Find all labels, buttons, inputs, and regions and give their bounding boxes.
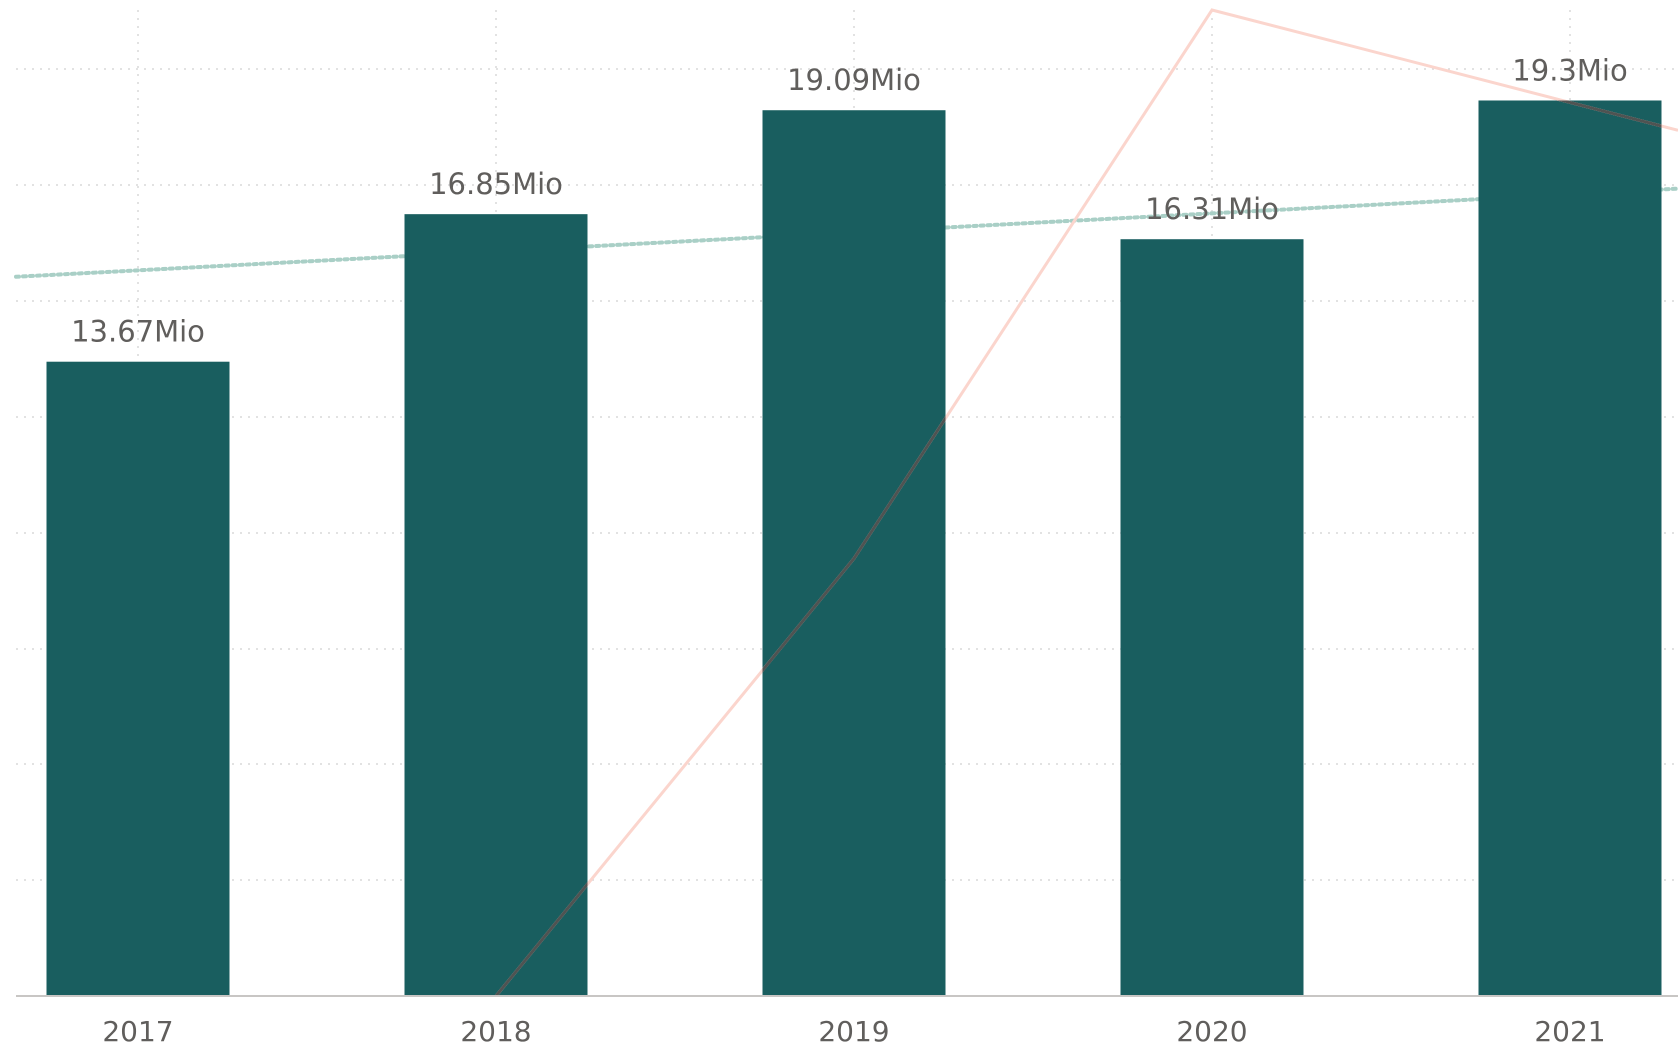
bar[interactable] (762, 110, 946, 996)
x-tick-label: 2019 (818, 1015, 889, 1047)
bar[interactable] (404, 214, 588, 996)
overlay-line-layer (494, 8, 1678, 997)
x-axis-ticks: 2017 2018 2019 2020 2021 (102, 1015, 1605, 1047)
x-tick-label: 2017 (102, 1015, 173, 1047)
x-tick-label: 2021 (1534, 1015, 1605, 1047)
data-label: 16.31Mio (1145, 192, 1279, 226)
bars (46, 100, 1662, 997)
data-label: 19.09Mio (787, 63, 921, 97)
data-labels: 13.67Mio 16.85Mio 19.09Mio 16.31Mio 19.3Mio (71, 53, 1628, 348)
data-label: 16.85Mio (429, 167, 563, 201)
x-tick-label: 2020 (1176, 1015, 1247, 1047)
x-tick-label: 2018 (460, 1015, 531, 1047)
data-label: 19.3Mio (1512, 53, 1627, 87)
bar[interactable] (46, 361, 230, 996)
data-label: 13.67Mio (71, 315, 205, 349)
bar[interactable] (1478, 100, 1662, 997)
bar[interactable] (1120, 239, 1304, 996)
gridlines (16, 10, 1678, 996)
